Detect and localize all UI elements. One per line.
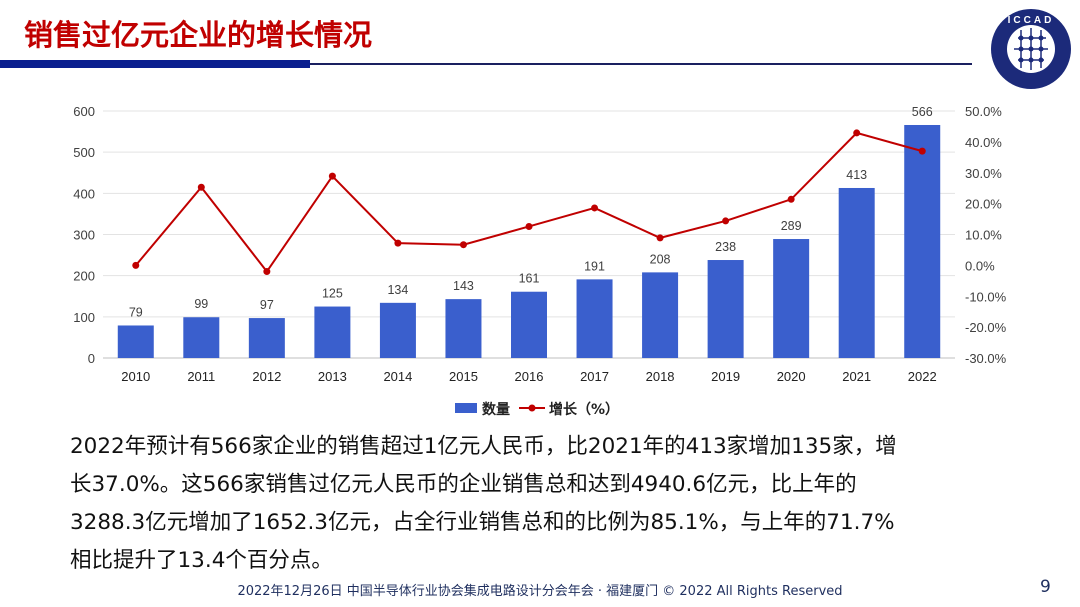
x-axis-tick: 2021 <box>842 369 871 384</box>
x-axis-tick: 2019 <box>711 369 740 384</box>
bar-data-label: 79 <box>129 305 143 319</box>
right-axis-tick: 50.0% <box>965 104 1002 119</box>
growth-point <box>394 239 402 247</box>
growth-point <box>656 234 664 242</box>
bar-data-label: 238 <box>715 240 736 254</box>
legend-label-bars: 数量 <box>482 401 510 418</box>
right-axis-tick: 20.0% <box>965 197 1002 212</box>
x-axis-tick: 2012 <box>252 369 281 384</box>
growth-point <box>263 268 271 276</box>
bar <box>511 291 547 358</box>
right-axis-tick: 10.0% <box>965 228 1002 243</box>
left-axis-tick: 0 <box>88 351 95 366</box>
chart: 0 100 200 300 400 500 600 -30.0% -20.0% -10.0% 0.0… <box>73 104 1007 418</box>
bar-data-label: 191 <box>584 259 605 273</box>
growth-point <box>853 129 861 137</box>
legend-swatch-bars <box>455 403 477 413</box>
bar <box>576 279 613 358</box>
bar <box>183 317 220 358</box>
bar <box>904 124 941 358</box>
left-axis-tick: 400 <box>73 186 95 201</box>
summary-line: 相比提升了13.4个百分点。 <box>70 548 333 573</box>
right-axis-tick: -10.0% <box>965 289 1007 304</box>
right-axis-tick: 40.0% <box>965 135 1002 150</box>
left-axis-tick: 500 <box>73 145 95 160</box>
bar-data-label: 413 <box>846 168 867 182</box>
bar <box>838 187 875 358</box>
bar <box>117 325 154 358</box>
x-axis-tick: 2016 <box>515 369 544 384</box>
right-axis-tick: 30.0% <box>965 166 1002 181</box>
left-axis-tick: 200 <box>73 269 95 284</box>
left-axis-tick: 600 <box>73 104 95 119</box>
growth-point <box>591 204 599 212</box>
slide-title: 销售过亿元企业的增长情况 <box>24 18 373 52</box>
x-axis-tick: 2017 <box>580 369 609 384</box>
bar <box>248 318 285 358</box>
bar-data-label: 99 <box>194 297 208 311</box>
bar <box>707 260 744 358</box>
x-axis-tick: 2018 <box>646 369 675 384</box>
right-axis-tick: -30.0% <box>965 351 1007 366</box>
bar-data-label: 208 <box>650 252 671 266</box>
bar <box>773 239 810 358</box>
summary-line: 长37.0%。这566家销售过亿元人民币的企业销售总和达到4940.6亿元，比上… <box>70 472 857 497</box>
left-axis-tick: 100 <box>73 310 95 325</box>
bar <box>314 306 351 358</box>
x-axis-tick: 2013 <box>318 369 347 384</box>
bar-data-label: 125 <box>322 287 343 301</box>
title-rule-thin <box>310 63 972 65</box>
growth-point <box>722 217 730 225</box>
left-axis-tick: 300 <box>73 228 95 243</box>
legend-label-line: 增长（%） <box>549 401 619 418</box>
legend-swatch-marker <box>528 404 536 412</box>
x-axis-tick: 2022 <box>908 369 937 384</box>
x-axis-tick: 2011 <box>187 369 215 384</box>
footer: 2022年12月26日 中国半导体行业协会集成电路设计分会年会 · 福建厦门 ©… <box>237 584 843 599</box>
page-number: 9 <box>1040 577 1051 597</box>
bar-data-label: 134 <box>387 283 408 297</box>
bar-data-label: 289 <box>781 219 802 233</box>
bar <box>642 272 679 358</box>
summary-line: 3288.3亿元增加了1652.3亿元，占全行业销售总和的比例为85.1%，与上… <box>70 510 895 535</box>
growth-point <box>787 195 795 203</box>
growth-point <box>132 261 140 269</box>
iccad-logo: ICCAD <box>991 9 1071 89</box>
growth-point <box>197 183 205 191</box>
growth-point <box>918 147 926 155</box>
bar <box>379 302 416 358</box>
right-axis-tick: 0.0% <box>965 258 995 273</box>
bar <box>445 299 482 358</box>
summary-line: 2022年预计有566家企业的销售超过1亿元人民币，比2021年的413家增加1… <box>70 434 897 459</box>
bar-data-label: 161 <box>519 272 540 286</box>
growth-point <box>328 172 336 180</box>
x-axis-tick: 2020 <box>777 369 806 384</box>
x-axis-tick: 2010 <box>121 369 150 384</box>
x-axis-tick: 2014 <box>383 369 412 384</box>
summary-paragraph: 2022年预计有566家企业的销售超过1亿元人民币，比2021年的413家增加1… <box>70 428 1030 580</box>
svg-text:ICCAD: ICCAD <box>1008 15 1055 26</box>
right-axis-tick: -20.0% <box>965 320 1007 335</box>
title-rule-thick <box>0 60 310 68</box>
growth-point <box>459 241 467 249</box>
bar-data-label: 97 <box>260 298 274 312</box>
growth-point <box>525 222 533 230</box>
x-axis-tick: 2015 <box>449 369 478 384</box>
bar-data-label: 566 <box>912 105 933 119</box>
bar-data-label: 143 <box>453 279 474 293</box>
